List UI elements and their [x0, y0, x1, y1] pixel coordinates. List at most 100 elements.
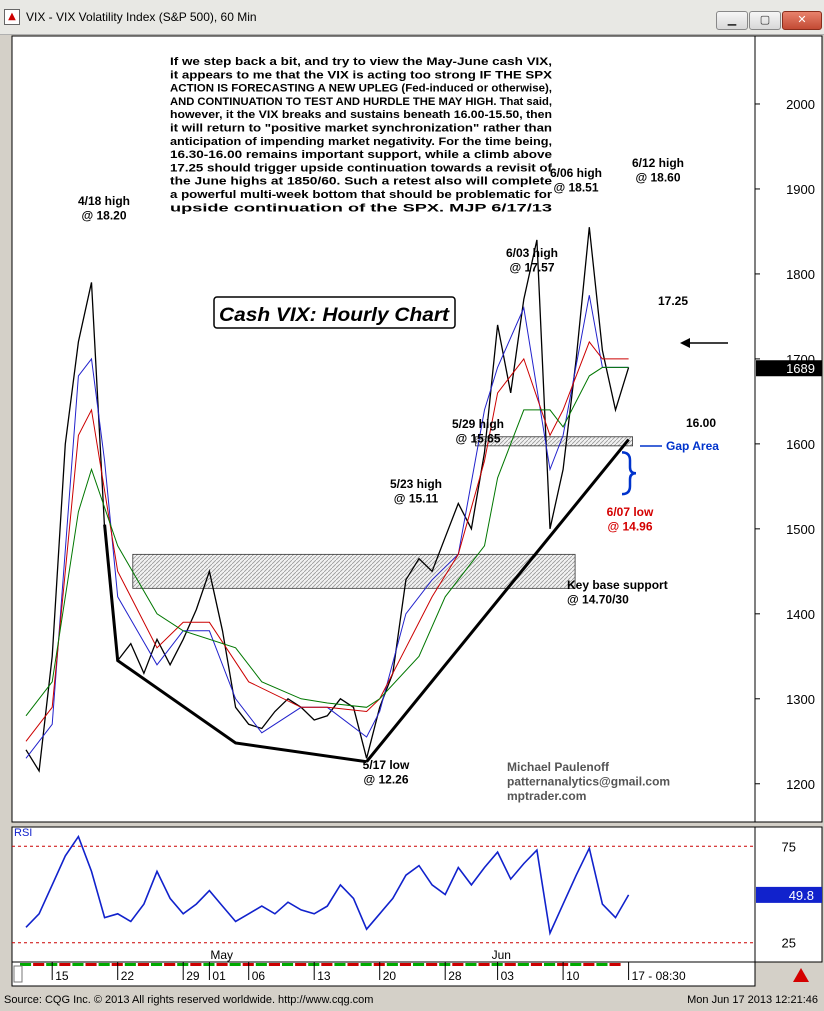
arrow-head	[680, 338, 690, 348]
x-tick-label: 01	[212, 969, 226, 983]
session-marker	[530, 963, 542, 966]
series-line-blue-ma	[25, 295, 629, 759]
footer-timestamp: Mon Jun 17 2013 12:21:46	[687, 994, 818, 1006]
session-marker	[268, 963, 280, 966]
rsi-last-value-box	[756, 886, 822, 903]
annotation-label: 5/29 high	[452, 417, 504, 431]
x-tick-label: 03	[501, 969, 515, 983]
close-button[interactable]: ✕	[782, 11, 822, 30]
x-tick-label: 15	[55, 969, 69, 983]
price-axis	[754, 35, 823, 823]
session-marker	[570, 963, 582, 966]
session-marker	[282, 963, 294, 966]
annotation-label: 5/23 high	[390, 477, 442, 491]
rsi-tick-label: 75	[782, 839, 796, 854]
annotation-label: 5/17 low	[363, 758, 410, 772]
x-tick-label: 13	[317, 969, 331, 983]
session-marker	[321, 963, 333, 966]
session-marker	[295, 963, 307, 966]
trendline-rising-support	[365, 438, 630, 763]
month-label-may: May	[210, 948, 233, 962]
session-marker	[426, 963, 438, 966]
annotation-label: @ 18.51	[553, 181, 598, 195]
annotation-label: @ 18.20	[81, 209, 126, 223]
maximize-button[interactable]: ▢	[749, 11, 781, 30]
commentary-line: upside continuation of the SPX. MJP 6/17…	[170, 202, 552, 214]
rsi-last-value-label: 49.8	[789, 888, 814, 903]
session-marker	[465, 963, 477, 966]
session-marker	[98, 963, 110, 966]
commentary-line: however, it the VIX breaks and sustains …	[170, 109, 552, 121]
commentary-line: ACTION IS FORECASTING A NEW UPLEG (Fed-i…	[170, 83, 552, 95]
annotation-label: @ 14.70/30	[567, 593, 629, 607]
x-tick-label: 17 - 08:30	[632, 969, 686, 983]
x-tick-label: 22	[121, 969, 135, 983]
hatched-band-zone	[132, 553, 576, 589]
trendline-base	[103, 524, 367, 764]
annotation-label: @ 15.11	[394, 492, 439, 506]
commentary-line: anticipation of impending market negativ…	[170, 136, 552, 148]
y-tick-label: 1500	[786, 522, 815, 537]
commentary-line: AND CONTINUATION TO TEST AND HURDLE THE …	[170, 96, 552, 108]
last-value-label: 1689	[786, 361, 815, 376]
session-marker	[334, 963, 346, 966]
annotation-label: 6/07 low	[607, 505, 654, 519]
app-icon: ▲	[4, 9, 20, 25]
session-marker	[33, 963, 45, 966]
x-tick-label: 20	[383, 969, 397, 983]
annotation-label: @ 12.26	[363, 773, 408, 787]
scroll-thumb	[13, 965, 23, 983]
session-marker	[517, 963, 529, 966]
annotation-label: 6/12 high	[632, 156, 684, 170]
session-marker	[164, 963, 176, 966]
session-marker	[190, 963, 202, 966]
signature-line: Michael Paulenoff	[507, 760, 610, 774]
session-marker	[255, 963, 267, 966]
commentary-line: the June highs at 1850/60. Such a retest…	[170, 176, 552, 188]
x-tick-label: 29	[186, 969, 200, 983]
rsi-panel	[11, 826, 756, 963]
session-marker	[360, 963, 372, 966]
session-marker	[85, 963, 97, 966]
gap-area-brace	[621, 451, 637, 496]
session-marker	[609, 963, 621, 966]
x-tick-label: 10	[566, 969, 580, 983]
annotation-label: @ 14.96	[607, 520, 652, 534]
commentary-line: it will return to "positive market synch…	[170, 123, 552, 135]
annotation-label: 4/18 high	[78, 194, 130, 208]
window-title: VIX - VIX Volatility Index (S&P 500), 60…	[26, 10, 257, 24]
minimize-button[interactable]: ▁	[716, 11, 748, 30]
month-label-jun: Jun	[492, 948, 511, 962]
y-tick-label: 1800	[786, 267, 815, 282]
y-tick-label: 1600	[786, 437, 815, 452]
session-marker	[72, 963, 84, 966]
series-line-green-ma	[25, 366, 629, 717]
support-band-zone	[475, 436, 634, 447]
annotation-label: Key base support	[567, 578, 668, 592]
rsi-series-line	[25, 834, 630, 936]
footer-source: Source: CQG Inc. © 2013 All rights reser…	[4, 994, 374, 1006]
session-marker	[124, 963, 136, 966]
commentary-line: 16.30-16.00 remains important support, w…	[170, 149, 552, 161]
rsi-title: RSI	[14, 827, 32, 839]
rsi-tick-label: 25	[782, 936, 796, 951]
y-tick-label: 1900	[786, 182, 815, 197]
annotation-label: 6/03 high	[506, 246, 558, 260]
session-marker	[478, 963, 490, 966]
session-marker	[20, 963, 32, 966]
session-marker	[544, 963, 556, 966]
session-marker	[347, 963, 359, 966]
annotation-label: @ 17.57	[509, 261, 554, 275]
y-tick-label: 1400	[786, 607, 815, 622]
session-marker	[413, 963, 425, 966]
annotation-label: 16.00	[686, 416, 716, 430]
alert-icon	[793, 968, 809, 982]
signature-line: mptrader.com	[507, 789, 586, 803]
y-tick-label: 1300	[786, 692, 815, 707]
commentary-line: If we step back a bit, and try to view t…	[170, 56, 552, 68]
x-tick-label: 28	[448, 969, 462, 983]
series-line-red-ma	[25, 340, 629, 742]
commentary-line: it appears to me that the VIX is acting …	[170, 69, 553, 81]
y-tick-label: 2000	[786, 97, 815, 112]
session-marker	[596, 963, 608, 966]
